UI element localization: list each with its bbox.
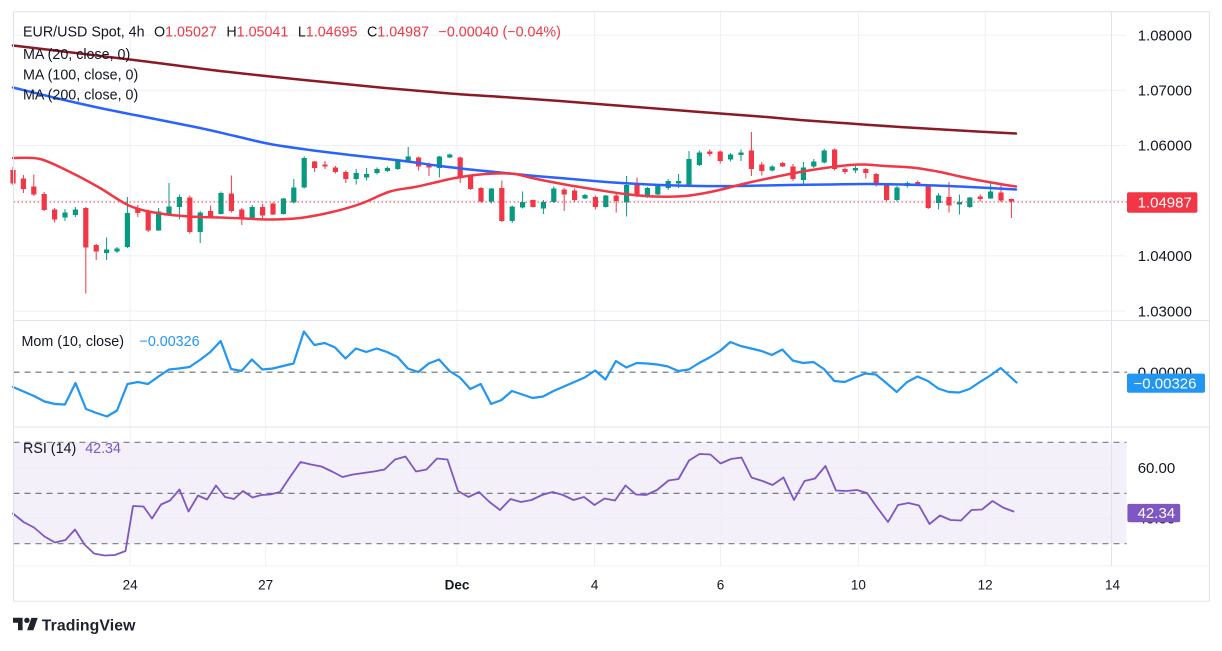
svg-text:MA (20, close, 0): MA (20, close, 0) [23, 47, 130, 63]
svg-text:−0.00326: −0.00326 [1134, 376, 1197, 393]
svg-text:6: 6 [717, 577, 725, 592]
svg-text:1.08000: 1.08000 [1138, 27, 1192, 44]
svg-text:12: 12 [978, 577, 993, 592]
svg-text:1.07000: 1.07000 [1138, 83, 1192, 100]
svg-text:14: 14 [1105, 577, 1121, 592]
svg-text:MA (100, close, 0): MA (100, close, 0) [23, 67, 138, 83]
svg-text:RSI (14): RSI (14) [23, 441, 76, 457]
svg-text:TradingView: TradingView [42, 617, 136, 634]
svg-text:MA (200, close, 0): MA (200, close, 0) [23, 88, 138, 104]
svg-text:10: 10 [851, 577, 866, 592]
svg-text:−0.00326: −0.00326 [140, 334, 200, 350]
svg-text:27: 27 [258, 577, 273, 592]
svg-text:42.34: 42.34 [1138, 505, 1176, 522]
svg-text:Dec: Dec [445, 577, 470, 592]
svg-text:Mom (10, close): Mom (10, close) [22, 334, 125, 350]
svg-text:1.06000: 1.06000 [1138, 138, 1192, 155]
svg-text:24: 24 [123, 577, 139, 592]
svg-text:1.04987: 1.04987 [1138, 195, 1192, 212]
svg-text:60.00: 60.00 [1138, 460, 1176, 477]
svg-text:1.03000: 1.03000 [1138, 303, 1192, 320]
svg-text:EUR/USD Spot, 4h: EUR/USD Spot, 4h [23, 25, 145, 41]
svg-text:4: 4 [591, 577, 599, 592]
svg-text:1.04000: 1.04000 [1138, 248, 1192, 265]
svg-text:42.34: 42.34 [85, 441, 121, 457]
